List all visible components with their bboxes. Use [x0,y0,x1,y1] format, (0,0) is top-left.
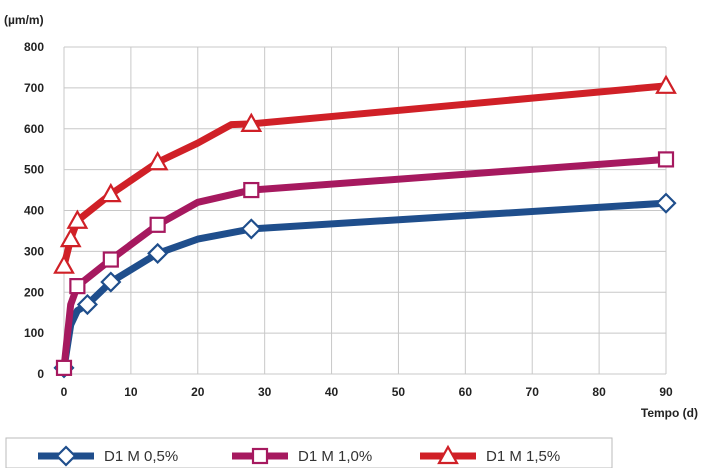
data-point-square [69,278,86,295]
x-tick-label: 50 [392,385,406,399]
data-point-triangle [66,209,89,229]
data-point-triangle [53,254,75,274]
data-point-triangle [59,227,82,248]
x-tick-label: 70 [526,385,540,399]
x-tick-label: 60 [459,385,473,399]
data-point-triangle [240,112,263,132]
y-tick-label: 300 [24,244,44,258]
x-tick-label: 90 [659,385,673,399]
series-1 [53,192,677,379]
legend-item: D1 M 1,0% [232,447,372,465]
data-point-square [657,151,675,168]
y-tick-label: 0 [37,367,44,381]
legend-label: D1 M 1,0% [298,448,372,465]
y-tick-label: 800 [24,40,44,54]
data-point-diamond [147,242,169,264]
x-tick-label: 30 [258,385,272,399]
data-point-triangle [99,182,122,203]
series-line [60,155,670,372]
y-tick-label: 600 [24,122,44,136]
y-tick-label: 400 [24,204,44,218]
x-tick-label: 80 [592,385,606,399]
legend: D1 M 0,5% D1 M 1,0% D1 M 1,5% [5,437,613,468]
series-3 [53,74,677,274]
data-point-diamond [240,218,262,240]
x-tick-label: 10 [124,385,138,399]
series-layer [53,74,677,379]
x-axis-label: Tempo (d) [641,406,698,420]
y-axis-ticks: 0 100 200 300 400 500 600 700 800 [24,40,44,381]
legend-marker-triangle [437,444,459,465]
series-2 [55,151,675,376]
data-point-square [149,216,166,233]
legend-box [5,437,613,468]
legend-item: D1 M 1,5% [420,444,560,465]
y-tick-label: 200 [24,285,44,299]
data-point-square [243,181,260,199]
data-point-diamond [100,271,122,293]
y-tick-label: 500 [24,163,44,177]
data-point-square [102,251,119,268]
x-axis-ticks: 0 10 20 30 40 50 60 70 80 90 [61,385,673,399]
legend-label: D1 M 0,5% [104,448,178,465]
legend-marker-square [251,447,269,465]
x-tick-label: 40 [325,385,339,399]
data-point-diamond [655,192,677,214]
y-tick-label: 100 [24,326,44,340]
y-axis-label: (µm/m) [4,13,44,27]
x-tick-label: 0 [61,385,68,399]
series-line [60,82,670,270]
legend-item: D1 M 0,5% [38,445,178,467]
legend-marker-diamond [55,445,77,467]
data-point-diamond [76,293,98,316]
data-point-triangle [655,74,677,94]
x-tick-label: 20 [191,385,205,399]
y-tick-label: 700 [24,81,44,95]
legend-label: D1 M 1,5% [486,448,560,465]
data-point-square [55,359,73,376]
data-point-triangle [146,151,169,171]
